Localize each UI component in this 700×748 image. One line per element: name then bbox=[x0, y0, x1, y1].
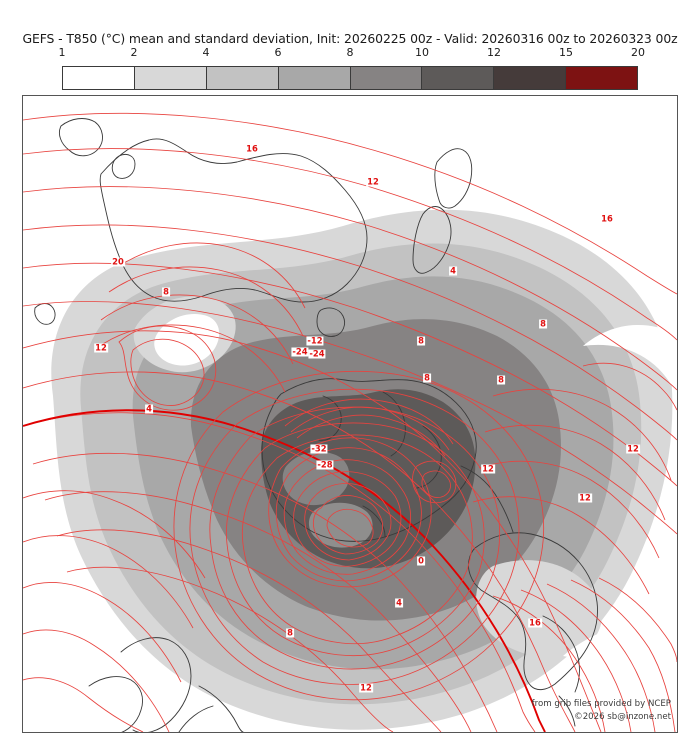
contour-label-8: 8 bbox=[539, 318, 547, 329]
contour-label-16: 16 bbox=[245, 143, 259, 154]
coastlines bbox=[34, 118, 598, 732]
contour-label-12: 12 bbox=[626, 443, 640, 454]
colorbar-segment-12-15 bbox=[494, 67, 567, 89]
contour-label-12: 12 bbox=[94, 342, 108, 353]
map-plot-area: 16 12 16 20 4 8 8 12 8 -12 -24 -24 8 8 4 -32 12 -28 12 12 0 4… bbox=[22, 95, 678, 733]
colorbar-segment-6-8 bbox=[278, 67, 351, 89]
contour-label-8: 8 bbox=[417, 335, 425, 346]
contour-label-0: 0 bbox=[417, 555, 425, 566]
colorbar-tick-15: 15 bbox=[559, 46, 573, 59]
colorbar-segment-2-4 bbox=[134, 67, 207, 89]
colorbar-tick-labels: 1 2 4 6 8 10 12 15 20 bbox=[58, 46, 646, 62]
contour-label-4: 4 bbox=[395, 597, 403, 608]
colorbar bbox=[62, 66, 638, 90]
colorbar-gradient bbox=[62, 66, 638, 90]
contour-label-12: 12 bbox=[481, 463, 495, 474]
colorbar-tick-4: 4 bbox=[202, 46, 210, 59]
contour-label-neg28: -28 bbox=[316, 459, 334, 470]
contour-label-12: 12 bbox=[578, 492, 592, 503]
colorbar-tick-2: 2 bbox=[130, 46, 138, 59]
colorbar-tick-6: 6 bbox=[274, 46, 282, 59]
colorbar-tick-10: 10 bbox=[415, 46, 429, 59]
contour-label-16: 16 bbox=[528, 617, 542, 628]
contour-label-8: 8 bbox=[497, 374, 505, 385]
colorbar-segment-1-2 bbox=[63, 67, 135, 89]
contour-label-neg24: -24 bbox=[308, 348, 326, 359]
colorbar-segment-10-12 bbox=[422, 67, 495, 89]
stddev-shading bbox=[23, 96, 677, 732]
contour-label-neg32: -32 bbox=[310, 443, 328, 454]
credit-line-2: ©2026 sb@inzone.net bbox=[574, 712, 671, 722]
credit-line-1: from grib files provided by NCEP bbox=[531, 699, 671, 709]
contour-label-16: 16 bbox=[600, 213, 614, 224]
contour-label-8: 8 bbox=[423, 372, 431, 383]
colorbar-segment-15-20 bbox=[566, 67, 637, 89]
contour-label-12: 12 bbox=[359, 682, 373, 693]
colorbar-tick-8: 8 bbox=[346, 46, 354, 59]
contour-label-12: 12 bbox=[366, 176, 380, 187]
colorbar-segment-4-6 bbox=[206, 67, 279, 89]
contour-label-8: 8 bbox=[162, 286, 170, 297]
contour-label-4: 4 bbox=[145, 403, 153, 414]
page-title: GEFS - T850 (°C) mean and standard devia… bbox=[22, 31, 678, 46]
contour-label-8: 8 bbox=[286, 627, 294, 638]
contour-map-svg bbox=[23, 96, 677, 732]
colorbar-tick-12: 12 bbox=[487, 46, 501, 59]
colorbar-tick-1: 1 bbox=[58, 46, 66, 59]
contour-label-20: 20 bbox=[111, 256, 125, 267]
colorbar-segment-8-10 bbox=[350, 67, 423, 89]
colorbar-tick-20: 20 bbox=[631, 46, 645, 59]
contour-label-4: 4 bbox=[449, 265, 457, 276]
contour-label-neg24: -24 bbox=[291, 346, 309, 357]
contour-label-neg12: -12 bbox=[306, 335, 324, 346]
